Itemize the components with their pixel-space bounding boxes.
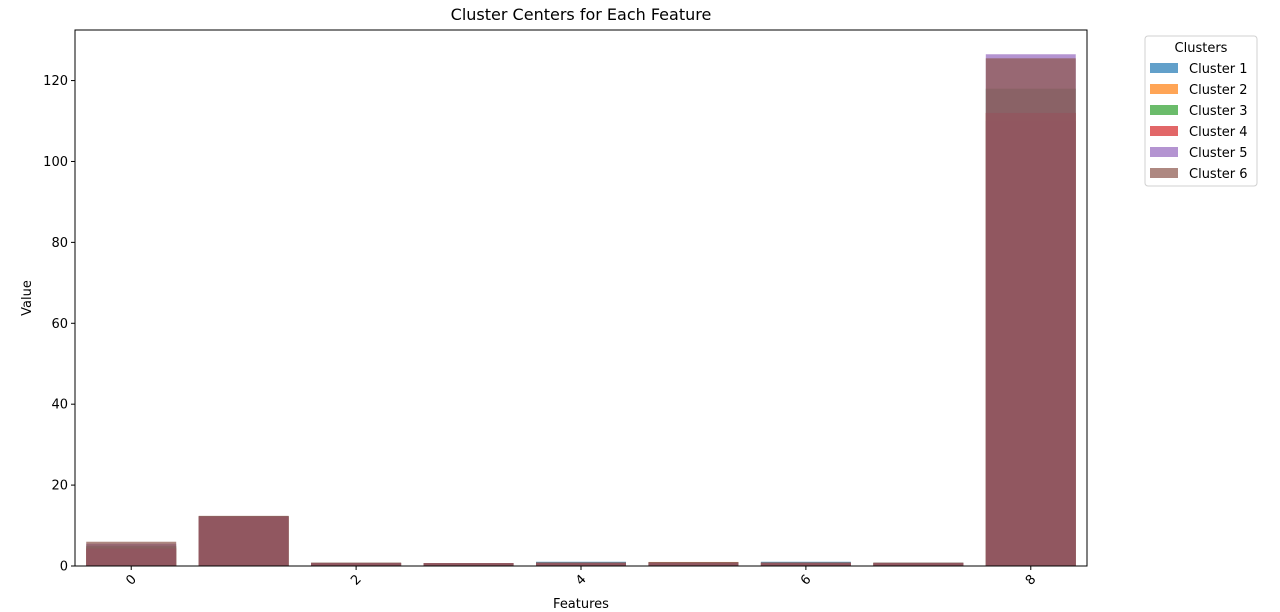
bar-cluster-6-feature-0 (86, 541, 177, 566)
legend-label: Cluster 1 (1189, 62, 1248, 77)
y-tick-label: 0 (60, 560, 68, 575)
legend-label: Cluster 6 (1189, 167, 1248, 182)
bar-cluster-6-feature-1 (198, 515, 289, 566)
bar-cluster-6-feature-8 (985, 58, 1076, 566)
legend-title: Clusters (1175, 41, 1228, 56)
legend-label: Cluster 4 (1189, 125, 1248, 140)
x-tick-label: 2 (348, 572, 364, 588)
y-axis-label: Value (20, 280, 35, 316)
legend-swatch (1150, 84, 1178, 94)
bar-cluster-6-feature-5 (648, 562, 739, 566)
legend-swatch (1150, 126, 1178, 136)
bar-cluster-6-feature-3 (423, 563, 514, 566)
bar-cluster-6-feature-2 (311, 562, 402, 566)
y-tick-label: 100 (43, 155, 68, 170)
chart-title: Cluster Centers for Each Feature (451, 5, 712, 24)
bar-cluster-6-feature-4 (536, 562, 626, 566)
legend-swatch (1150, 105, 1178, 115)
legend-swatch (1150, 147, 1178, 157)
bar-cluster-6-feature-6 (760, 562, 851, 566)
bar-cluster-6-feature-7 (873, 562, 964, 566)
plot-frame (74, 29, 1088, 567)
y-tick-label: 60 (51, 317, 68, 332)
legend-swatch (1150, 168, 1178, 178)
legend-label: Cluster 3 (1189, 104, 1248, 119)
legend-label: Cluster 5 (1189, 146, 1248, 161)
x-tick-label: 8 (1023, 572, 1039, 588)
x-axis-label: Features (553, 597, 609, 612)
x-tick-label: 4 (573, 572, 589, 588)
y-ticks: 0 20 40 60 80 100 120 (43, 74, 75, 575)
x-tick-label: 6 (798, 572, 814, 588)
y-tick-label: 120 (43, 74, 68, 89)
y-tick-label: 80 (51, 236, 68, 251)
legend-label: Cluster 2 (1189, 83, 1248, 98)
x-tick-label: 0 (123, 572, 139, 588)
legend-items: Cluster 1 Cluster 2 Cluster 3 Cluster 4 Clus… (1150, 62, 1248, 182)
y-tick-label: 20 (51, 479, 68, 494)
legend-swatch (1150, 63, 1178, 73)
bars-layer (86, 54, 1076, 567)
y-tick-label: 40 (51, 398, 68, 413)
x-ticks: 0 2 4 6 8 (123, 566, 1039, 589)
